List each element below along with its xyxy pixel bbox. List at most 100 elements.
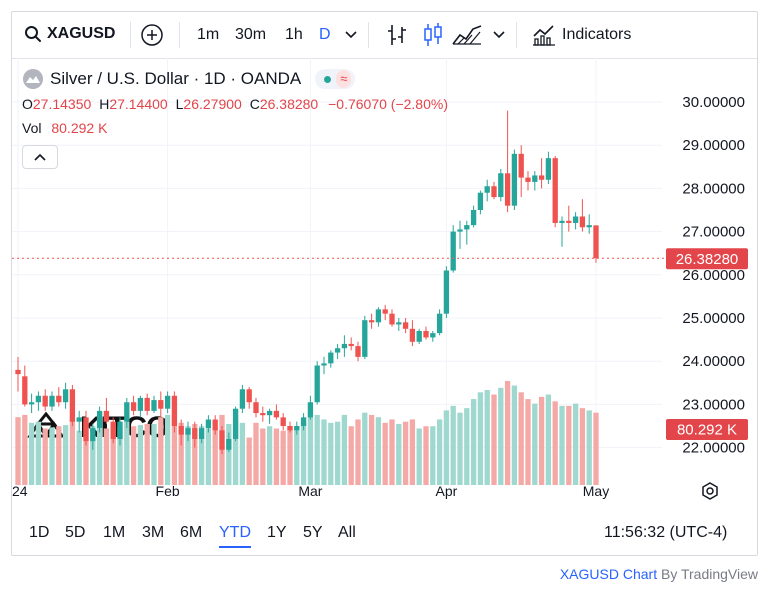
candle-body[interactable]	[593, 225, 599, 259]
candle-body[interactable]	[552, 158, 558, 223]
candle-body[interactable]	[253, 402, 259, 414]
candle-body[interactable]	[158, 400, 164, 409]
candle-body[interactable]	[117, 421, 123, 439]
candle-body[interactable]	[219, 430, 225, 450]
candle-body[interactable]	[171, 395, 178, 426]
candle-body[interactable]	[362, 320, 368, 357]
candle-body[interactable]	[348, 343, 354, 347]
attribution-link[interactable]: XAGUSD Chart	[559, 566, 658, 582]
candle-body[interactable]	[586, 225, 592, 228]
candle-body[interactable]	[103, 410, 110, 422]
candle-body[interactable]	[137, 397, 144, 411]
range-3m[interactable]: 3M	[142, 524, 165, 541]
candle-body[interactable]	[198, 428, 205, 439]
candle-body[interactable]	[321, 363, 327, 366]
candle-body[interactable]	[300, 417, 307, 426]
candle-body[interactable]	[545, 158, 552, 180]
candle-body[interactable]	[402, 322, 409, 329]
candle-body[interactable]	[96, 410, 103, 429]
chart-settings-button[interactable]	[700, 481, 720, 506]
candle-body[interactable]	[164, 395, 171, 409]
candle-body[interactable]	[124, 402, 130, 422]
candle-body[interactable]	[307, 402, 314, 418]
candles-chart-type-icon[interactable]	[422, 22, 444, 48]
tradingview-attribution[interactable]: XAGUSD Chart By TradingView	[560, 566, 758, 582]
candle-body[interactable]	[518, 153, 524, 178]
candle-body[interactable]	[334, 348, 341, 353]
candle-body[interactable]	[260, 413, 266, 416]
candle-body[interactable]	[341, 343, 348, 349]
candle-body[interactable]	[232, 408, 239, 439]
interval-30m[interactable]: 30m	[235, 26, 267, 43]
candle-body[interactable]	[28, 402, 35, 405]
candle-body[interactable]	[389, 313, 395, 325]
range-5d[interactable]: 5D	[65, 524, 86, 541]
range-all[interactable]: All	[338, 524, 356, 541]
chevron-down-icon[interactable]	[345, 31, 357, 39]
candle-body[interactable]	[572, 216, 579, 223]
candle-body[interactable]	[566, 220, 572, 223]
candle-body[interactable]	[450, 231, 456, 271]
candle-body[interactable]	[484, 186, 490, 193]
candle-body[interactable]	[511, 153, 518, 206]
market-status-badge[interactable]: ≈	[315, 69, 356, 89]
candle-body[interactable]	[273, 410, 280, 418]
candle-body[interactable]	[76, 417, 82, 422]
candle-body[interactable]	[464, 225, 470, 230]
candle-body[interactable]	[151, 400, 157, 411]
candle-body[interactable]	[430, 333, 436, 338]
candle-body[interactable]	[294, 426, 300, 431]
candle-body[interactable]	[110, 421, 116, 439]
candle-body[interactable]	[287, 426, 293, 431]
indicators-button[interactable]: Indicators	[532, 24, 631, 46]
candle-body[interactable]	[328, 352, 334, 364]
candle-body[interactable]	[491, 186, 497, 198]
candle-body[interactable]	[178, 426, 184, 435]
bar-chart-type-icon[interactable]	[386, 23, 408, 47]
candle-body[interactable]	[409, 328, 416, 342]
range-1m[interactable]: 1M	[103, 524, 126, 541]
candle-body[interactable]	[504, 173, 511, 206]
range-6m[interactable]: 6M	[180, 524, 203, 541]
candle-body[interactable]	[246, 389, 252, 403]
compare-symbol-button[interactable]	[140, 23, 164, 47]
candle-body[interactable]	[56, 395, 62, 403]
candle-body[interactable]	[443, 270, 450, 314]
candle-body[interactable]	[396, 322, 402, 325]
interval-d[interactable]: D	[319, 26, 331, 43]
candle-body[interactable]	[69, 389, 76, 422]
candle-body[interactable]	[15, 369, 21, 375]
candle-body[interactable]	[192, 428, 198, 439]
symbol-search-button[interactable]: XAGUSD	[24, 25, 115, 43]
candle-body[interactable]	[559, 220, 565, 223]
candle-body[interactable]	[314, 365, 320, 403]
candle-body[interactable]	[22, 376, 28, 405]
collapse-legend-button[interactable]	[22, 145, 58, 169]
candle-body[interactable]	[538, 175, 545, 180]
candle-body[interactable]	[498, 173, 504, 198]
range-1y[interactable]: 1Y	[267, 524, 287, 541]
chevron-down-icon[interactable]	[493, 31, 505, 39]
candle-body[interactable]	[90, 428, 96, 442]
candle-body[interactable]	[83, 417, 89, 442]
range-5y[interactable]: 5Y	[303, 524, 323, 541]
interval-1m[interactable]: 1m	[197, 26, 220, 43]
candle-body[interactable]	[382, 309, 388, 314]
candle-body[interactable]	[579, 216, 586, 228]
range-1d[interactable]: 1D	[29, 524, 50, 541]
candle-body[interactable]	[239, 389, 246, 409]
range-ytd[interactable]: YTD	[219, 524, 251, 548]
candle-body[interactable]	[205, 419, 212, 429]
candle-body[interactable]	[62, 389, 69, 403]
candle-body[interactable]	[525, 177, 531, 182]
price-chart[interactable]: 30.00000 29.00000 28.00000 27.00000 26.00000…	[12, 58, 757, 514]
candle-body[interactable]	[42, 395, 48, 407]
area-chart-type-icon[interactable]	[452, 24, 482, 46]
candle-body[interactable]	[355, 346, 361, 357]
candle-body[interactable]	[477, 192, 484, 210]
candle-body[interactable]	[266, 410, 273, 416]
candle-body[interactable]	[35, 395, 42, 403]
candle-body[interactable]	[423, 330, 429, 338]
candle-body[interactable]	[130, 402, 137, 411]
candle-body[interactable]	[185, 428, 191, 435]
